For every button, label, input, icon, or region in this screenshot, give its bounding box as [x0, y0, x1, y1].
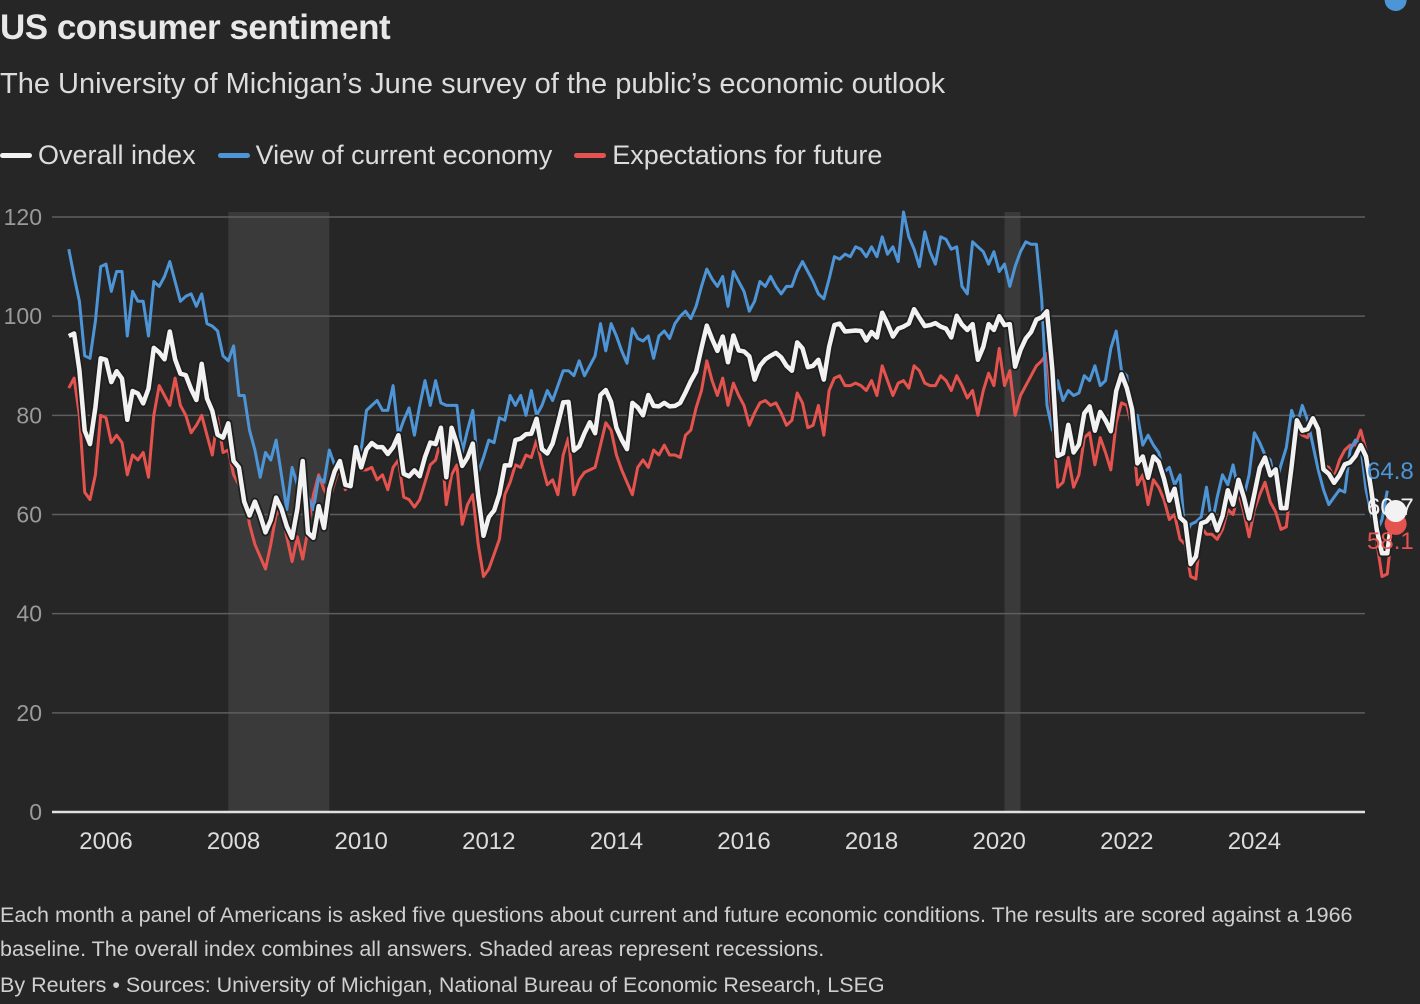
- legend-swatch-overall: [0, 153, 32, 158]
- x-tick-label: 2014: [590, 828, 643, 855]
- y-tick-label: 40: [16, 601, 42, 627]
- series-lines: [67, 210, 1397, 581]
- y-axis-ticks: 0 20 40 60 80 100 120: [4, 204, 42, 825]
- end-label-expectations-for-future: 58.1: [1367, 528, 1414, 555]
- y-tick-label: 0: [29, 799, 42, 825]
- gridlines: [52, 216, 1365, 814]
- y-tick-label: 120: [4, 204, 42, 230]
- legend-label-expectations: Expectations for future: [612, 140, 883, 170]
- series-line-overall-index: [67, 306, 1395, 567]
- x-tick-label: 2024: [1228, 828, 1281, 855]
- endpoint-dot-overall-index: [1384, 500, 1407, 523]
- chart-subtitle: The University of Michigan’s June survey…: [0, 68, 946, 100]
- endpoint-dot-view-of-current-economy: [1384, 0, 1407, 11]
- x-tick-label: 2006: [79, 828, 132, 855]
- x-tick-label: 2012: [462, 828, 515, 855]
- recession-bands: [228, 212, 1021, 812]
- source-credit: By Reuters • Sources: University of Mich…: [0, 973, 885, 997]
- legend-label-overall: Overall index: [38, 140, 196, 170]
- x-tick-label: 2016: [717, 828, 770, 855]
- chart-title: US consumer sentiment: [0, 8, 391, 47]
- x-tick-label: 2008: [207, 828, 260, 855]
- x-tick-label: 2020: [973, 828, 1026, 855]
- x-axis-ticks: 2006 2008 2010 2012 2014 2016 2018 2020 2022 2024: [79, 828, 1281, 855]
- y-tick-label: 60: [16, 502, 42, 528]
- legend-swatch-expectations: [574, 153, 607, 158]
- legend-item-overall: Overall index: [0, 140, 196, 171]
- x-tick-label: 2022: [1100, 828, 1153, 855]
- end-points: 64.8 60.7 58.1: [1367, 0, 1414, 555]
- legend-label-current: View of current economy: [255, 140, 553, 170]
- legend-swatch-current: [217, 153, 250, 158]
- x-tick-label: 2018: [845, 828, 898, 855]
- end-label-overall-index: 60.7: [1367, 494, 1414, 521]
- legend-item-current: View of current economy: [217, 140, 553, 171]
- end-label-view-of-current-economy: 64.8: [1367, 458, 1414, 485]
- series-line-expectations-for-future: [67, 346, 1395, 581]
- y-tick-label: 80: [16, 402, 42, 428]
- line-chart: 0 20 40 60 80 100 120 2006 2008 2010 2012 2014 2016…: [4, 0, 1414, 855]
- legend-item-expectations: Expectations for future: [574, 140, 882, 171]
- y-tick-label: 100: [4, 303, 42, 329]
- footnote: Each month a panel of Americans is asked…: [0, 903, 1353, 961]
- x-tick-label: 2010: [335, 828, 388, 855]
- y-tick-label: 20: [16, 700, 42, 726]
- series-line-view-of-current-economy: [67, 210, 1389, 539]
- recession-band-2: [1004, 212, 1021, 812]
- legend: Overall index View of current economy Ex…: [0, 140, 904, 171]
